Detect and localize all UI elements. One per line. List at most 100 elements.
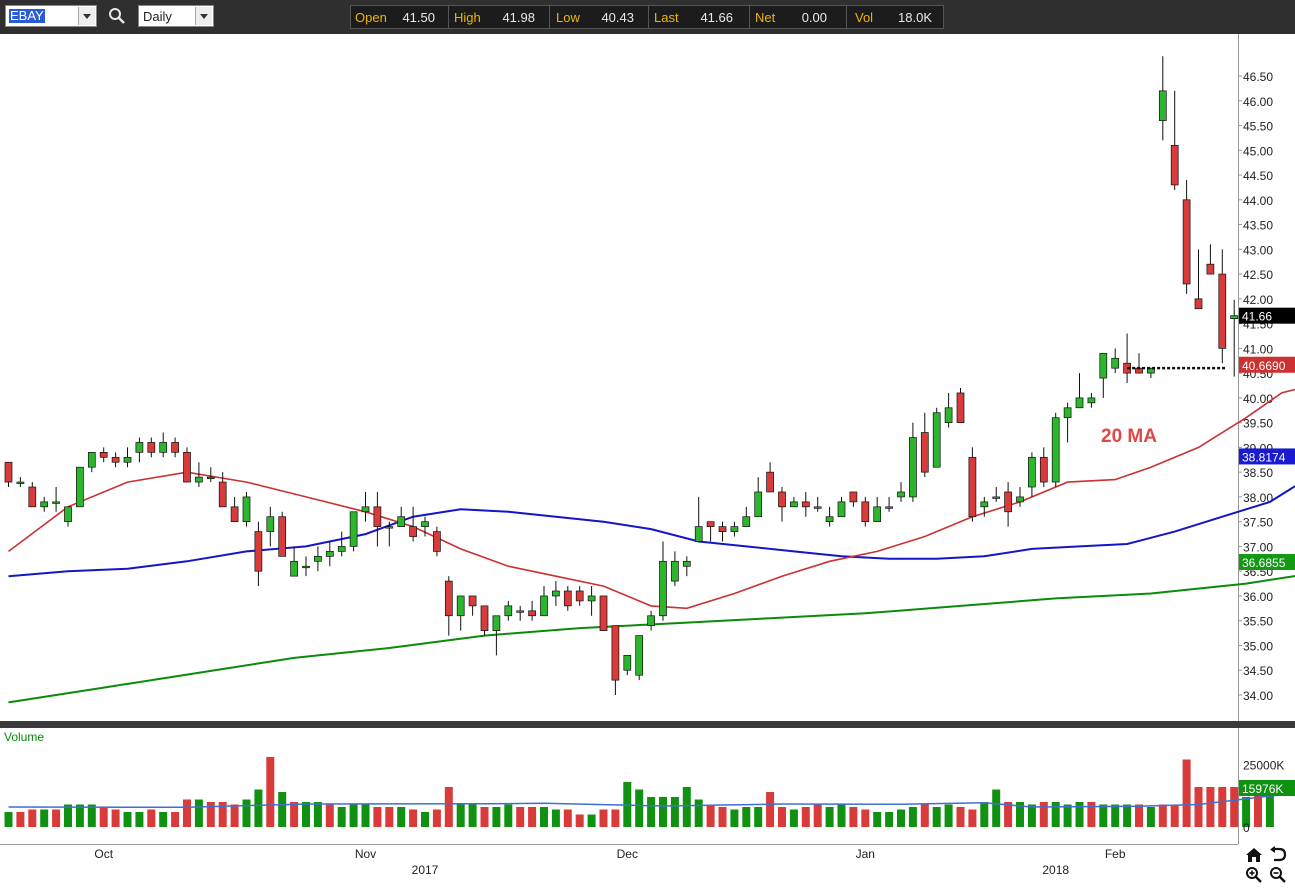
volume-bar-down <box>814 805 822 828</box>
period-dropdown-button[interactable] <box>195 7 212 25</box>
zoom-out-icon[interactable] <box>1268 866 1288 884</box>
volume-bar-up <box>826 807 834 827</box>
candle <box>707 522 714 542</box>
candle-body-up <box>743 517 750 527</box>
candle-body-down <box>529 611 536 616</box>
volume-bar-down <box>16 812 24 827</box>
volume-bar-up <box>695 800 703 828</box>
candle-body-up <box>1100 353 1107 378</box>
candle <box>410 507 417 542</box>
undo-icon[interactable] <box>1268 846 1288 864</box>
candle <box>755 477 762 517</box>
volume-bar-up <box>885 812 893 827</box>
volume-bar-down <box>1254 795 1262 828</box>
candle-body-up <box>1159 91 1166 121</box>
volume-bar-down <box>564 810 572 828</box>
volume-bar-up <box>1111 805 1119 828</box>
quote-separator <box>846 6 847 28</box>
month-label: Oct <box>94 847 113 861</box>
price-chart[interactable]: 34.0034.5035.0035.5036.0036.5037.0037.50… <box>0 34 1295 721</box>
volume-bar-up <box>40 810 48 828</box>
candle <box>291 546 298 576</box>
symbol-input[interactable]: EBAY <box>5 5 97 27</box>
symbol-dropdown-button[interactable] <box>78 7 95 25</box>
candle-body-up <box>874 507 881 522</box>
candle-body-down <box>957 393 964 423</box>
volume-bar-down <box>326 805 334 828</box>
candle-body-down <box>1005 492 1012 512</box>
candle <box>148 437 155 457</box>
candle-body-up <box>909 437 916 496</box>
candle-body-down <box>1219 274 1226 348</box>
search-icon[interactable] <box>108 7 126 25</box>
volume-bar-down <box>1183 760 1191 828</box>
volume-bar-down <box>707 805 715 828</box>
volume-last-tag: 15976K <box>1239 780 1295 796</box>
volume-bar-up <box>362 805 370 828</box>
candle <box>481 606 488 636</box>
volume-bar-up <box>1099 805 1107 828</box>
candle-body-up <box>1076 398 1083 408</box>
volume-bar-up <box>504 805 512 828</box>
candle <box>826 507 833 527</box>
candle-body-down <box>969 457 976 516</box>
low-label: Low <box>556 10 580 25</box>
candle-body-up <box>731 527 738 532</box>
candle <box>790 497 797 507</box>
volume-bar-up <box>873 812 881 827</box>
candle <box>1147 368 1154 378</box>
candle <box>326 541 333 566</box>
volume-bars <box>5 757 1274 827</box>
candle <box>612 626 619 695</box>
home-icon[interactable] <box>1244 846 1264 864</box>
candle <box>517 606 524 621</box>
candle <box>886 497 893 512</box>
candle-body-up <box>326 551 333 556</box>
candle-body-up <box>136 442 143 452</box>
candle-body-up <box>660 561 667 615</box>
candle-body-up <box>124 457 131 462</box>
period-select[interactable]: Daily <box>138 5 214 27</box>
volume-bar-up <box>1266 792 1274 827</box>
candle-body-down <box>767 472 774 492</box>
candle-body-up <box>243 497 250 522</box>
year-label: 2018 <box>1042 863 1069 877</box>
candle <box>457 596 464 631</box>
candle <box>1100 353 1107 398</box>
candle-body-up <box>303 566 310 568</box>
candle <box>1005 482 1012 527</box>
candle <box>957 388 964 423</box>
last-price-tag: 41.66 <box>1239 308 1295 324</box>
volume-bar-down <box>1195 787 1203 827</box>
candle-body-down <box>5 462 12 482</box>
price-axis: 34.0034.5035.0035.5036.0036.5037.0037.50… <box>1238 70 1273 703</box>
candle-body-down <box>374 507 381 527</box>
volume-bar-up <box>302 802 310 827</box>
candle <box>267 507 274 547</box>
pane-divider[interactable] <box>0 721 1295 728</box>
ma20-tag: 40.6690 <box>1239 357 1295 373</box>
candle <box>362 492 369 522</box>
candle-body-up <box>195 477 202 482</box>
volume-bar-down <box>600 810 608 828</box>
volume-bar-down <box>409 810 417 828</box>
volume-bar-up <box>897 810 905 828</box>
candle <box>65 507 72 527</box>
candle-body-up <box>362 507 369 512</box>
volume-bar-up <box>159 812 167 827</box>
volume-bar-up <box>350 805 358 828</box>
candle <box>469 596 476 616</box>
candle-body-up <box>541 596 548 616</box>
volume-last-tag-text: 15976K <box>1242 782 1283 796</box>
volume-bar-up <box>1028 805 1036 828</box>
zoom-in-icon[interactable] <box>1244 866 1264 884</box>
candle-body-down <box>100 452 107 457</box>
volume-bar-up <box>1147 807 1155 827</box>
volume-bar-down <box>290 802 298 827</box>
candle-body-up <box>933 413 940 467</box>
candle-body-down <box>184 452 191 482</box>
candle-body-up <box>624 655 631 670</box>
candle <box>53 487 60 512</box>
candle-body-up <box>755 492 762 517</box>
